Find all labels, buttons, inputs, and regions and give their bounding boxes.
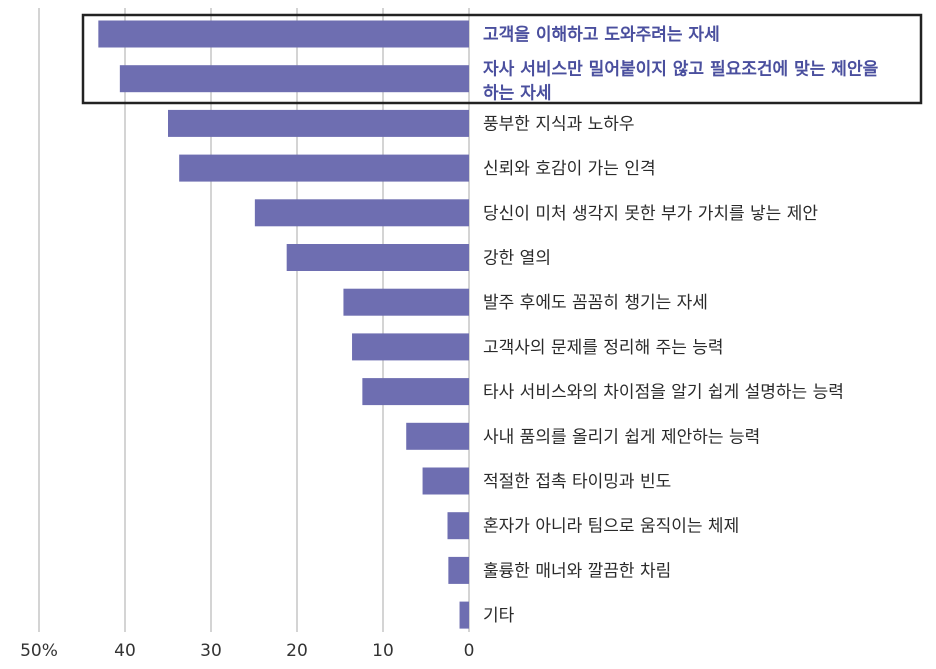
bar-13 [448,556,469,584]
bar-4 [179,154,469,182]
bar-1 [98,20,469,48]
x-tick-label-1: 40 [114,641,136,661]
category-label-5: 당신이 미처 생각지 못한 부가 가치를 낳는 제안 [483,204,818,224]
bar-8 [352,333,469,361]
category-label-6: 강한 열의 [483,249,551,269]
category-label-11: 적절한 접촉 타이밍과 빈도 [483,472,671,492]
category-label-3: 풍부한 지식과 노하우 [483,114,635,134]
x-tick-label-5: 0 [464,641,475,661]
bar-11 [422,467,469,495]
bars [98,20,469,629]
bar-5 [254,199,469,227]
category-label-14: 기타 [483,606,515,626]
category-label-10: 사내 품의를 올리기 쉽게 제안하는 능력 [483,427,760,447]
bar-7 [343,288,469,316]
category-label-12: 혼자가 아니라 팀으로 움직이는 체제 [483,517,739,537]
category-label-1: 고객을 이해하고 도와주려는 자세 [483,25,720,45]
x-tick-label-3: 20 [286,641,308,661]
category-label-13: 훌륭한 매너와 깔끔한 차림 [483,561,671,581]
category-label-9: 타사 서비스와의 차이점을 알기 쉽게 설명하는 능력 [483,383,844,403]
grid-lines [38,8,470,632]
bar-12 [447,512,469,540]
category-label-2: 자사 서비스만 밀어붙이지 않고 필요조건에 맞는 제안을 하는 자세 [483,59,879,104]
x-axis-ticks: 50% 40 30 20 10 0 [20,641,474,661]
x-tick-label-4: 10 [372,641,394,661]
bar-14 [459,601,469,629]
bar-3 [168,109,469,137]
bar-9 [362,378,469,406]
bar-2 [119,65,469,93]
bar-10 [406,422,469,450]
category-label-8: 고객사의 문제를 정리해 주는 능력 [483,338,724,358]
category-label-7: 발주 후에도 꼼꼼히 챙기는 자세 [483,293,708,313]
x-tick-label-2: 30 [200,641,222,661]
x-tick-label-0: 50% [20,641,58,661]
highlight-box [81,13,923,105]
bar-6 [286,244,469,271]
category-label-4: 신뢰와 호감이 가는 인격 [483,159,656,179]
